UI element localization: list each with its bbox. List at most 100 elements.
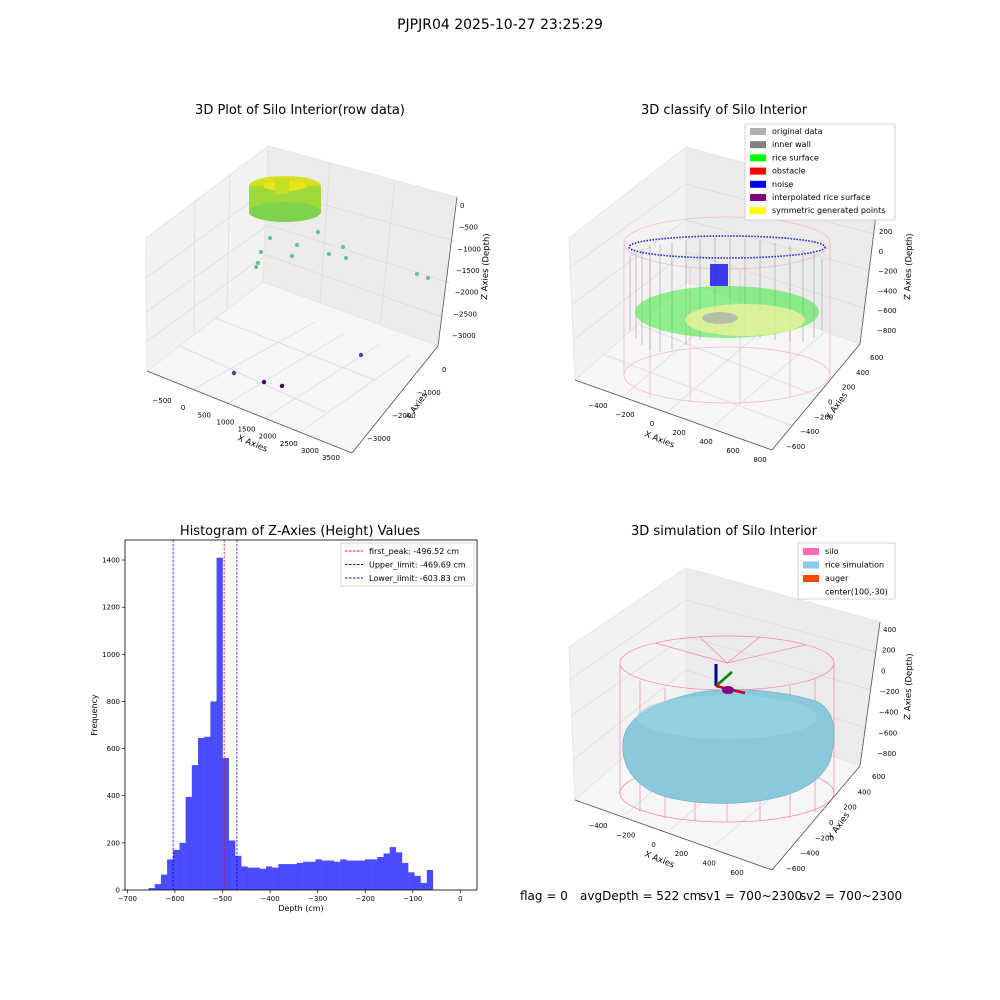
classify-legend-entry-label: symmetric generated points (772, 206, 885, 215)
histogram-bar (334, 861, 341, 890)
histogram-bar (216, 557, 223, 890)
histogram-x-axis-label: Depth (cm) (278, 904, 323, 913)
simulation-legend: silo rice simulation auger center(100,-30) (797, 542, 896, 600)
simulation-x-tick: 600 (730, 869, 743, 877)
classify-inner-wall (629, 238, 823, 352)
histogram-bar (309, 861, 316, 890)
simulation-z-tick: −800 (877, 750, 896, 758)
histogram-legend: first_peak: -496.52 cm Upper_limit: -469.… (340, 542, 475, 587)
histogram-bar (235, 855, 242, 890)
classify-z-tick: −800 (877, 327, 896, 335)
raw-x-axis-label: X Axies (236, 434, 269, 455)
histogram-legend-label: Upper_limit: -469.69 cm (369, 561, 466, 570)
simulation-z-tick: −600 (878, 729, 897, 737)
classify-legend-entry-label: obstacle (772, 167, 806, 176)
histogram-bar (222, 758, 230, 890)
classify-gridlines (568, 183, 875, 426)
classify-legend-entry-swatch (750, 180, 766, 188)
classify-y-tick: −400 (800, 428, 819, 436)
classify-legend-entry-label: rice surface (772, 153, 819, 162)
classify-x-tick: 400 (699, 438, 712, 446)
simulation-y-tick: −200 (815, 834, 834, 842)
classify-x-tick: 200 (672, 429, 685, 437)
histogram-x-tick-label: −100 (403, 895, 422, 903)
histogram-bar (371, 859, 378, 890)
classify-x-tick: 0 (650, 420, 654, 428)
histogram-y-tick-label: 1400 (102, 557, 120, 565)
classify-y-tick: −600 (786, 443, 805, 451)
simulation-z-axis-label: Z Axies (Depth) (903, 653, 915, 720)
classify-x-tick: 800 (753, 456, 766, 464)
simulation-y-axis-label: Y Axies (826, 810, 853, 842)
raw-surface-points (249, 176, 321, 222)
classify-y-axis-label: Y Axies (824, 390, 851, 422)
raw-x-tick: −500 (152, 397, 171, 405)
histogram-x-tick-label: 0 (458, 895, 462, 903)
footer-avg-depth: avgDepth = 522 cm (580, 889, 702, 903)
histogram-bar (408, 872, 415, 890)
histogram-bar (364, 859, 372, 890)
raw-y-tick: 0 (442, 366, 446, 374)
histogram-x-tick-label: −700 (118, 895, 137, 903)
histogram-frame (124, 539, 478, 891)
histogram-bar (272, 867, 279, 890)
footer-flag: flag = 0 (520, 889, 568, 903)
classify-x-tick: −200 (615, 411, 634, 419)
simulation-gridlines (568, 599, 877, 846)
histogram-y-axis-label: Frequency (90, 694, 99, 736)
raw-x-tick: 2000 (259, 433, 277, 441)
histogram-bar (191, 765, 199, 890)
simulation-legend-entry-swatch (803, 561, 819, 569)
histogram-bar (315, 859, 322, 890)
classify-z-tick: −400 (878, 287, 897, 295)
classify-x-axis-label: X Axies (643, 430, 676, 451)
histogram-bar (154, 884, 162, 890)
simulation-auger (714, 664, 746, 695)
raw-y-tick: −1000 (417, 389, 441, 397)
simulation-y-tick: 600 (872, 773, 885, 781)
histogram-bar (266, 866, 273, 890)
histogram-bar (278, 864, 285, 890)
classify-y-tick: 0 (828, 399, 832, 407)
simulation-silo-wireframe (619, 635, 835, 823)
classify-z-tick: 0 (879, 248, 883, 256)
histogram-bar (173, 849, 180, 890)
raw-z-tick: −500 (459, 224, 478, 232)
classify-z-axis-label: Z Axies (Depth) (903, 233, 915, 300)
histogram-bar (259, 868, 267, 890)
simulation-axes (574, 621, 881, 871)
histogram-bar (383, 853, 390, 890)
simulation-z-tick: −200 (880, 688, 899, 696)
simulation-legend-entry-swatch (803, 548, 819, 555)
histogram-reference-lines (172, 540, 238, 890)
simulation-y-tick: 400 (858, 788, 871, 796)
histogram-y-tick-label: 1000 (102, 651, 120, 659)
histogram-y-tick-label: 200 (107, 839, 120, 847)
classify-legend-entry-swatch (750, 128, 766, 135)
histogram-bars (148, 557, 434, 890)
histogram-bar (247, 867, 254, 890)
classify-legend: original data inner wall rice surface obsta… (744, 123, 896, 221)
figure-title: PJPJR04 2025-10-27 23:25:29 (397, 17, 603, 33)
histogram-bar (346, 860, 353, 890)
classify-z-tick: −600 (877, 307, 896, 315)
simulation-y-tick: 200 (843, 804, 856, 812)
simulation-rice-surface (622, 689, 835, 804)
classify-y-tick: −200 (814, 413, 833, 421)
histogram-y-tick-label: 1200 (102, 604, 120, 612)
histogram-y-tick-label: 600 (107, 745, 120, 753)
histogram-bar (290, 864, 298, 890)
classify-legend-entry-label: inner wall (772, 140, 811, 149)
classify-z-tick: 200 (879, 228, 892, 236)
histogram-bar (321, 860, 328, 890)
histogram-bar (340, 859, 347, 890)
raw-z-tick: 0 (460, 202, 464, 210)
histogram-y-tick-label: 400 (107, 792, 120, 800)
simulation-x-tick-labels: −400 −200 0 200 400 600 (588, 822, 743, 877)
histogram-legend-label: Lower_limit: -603.83 cm (369, 574, 466, 583)
histogram-y-tick-label: 0 (116, 887, 120, 895)
histogram-bar (389, 847, 396, 890)
